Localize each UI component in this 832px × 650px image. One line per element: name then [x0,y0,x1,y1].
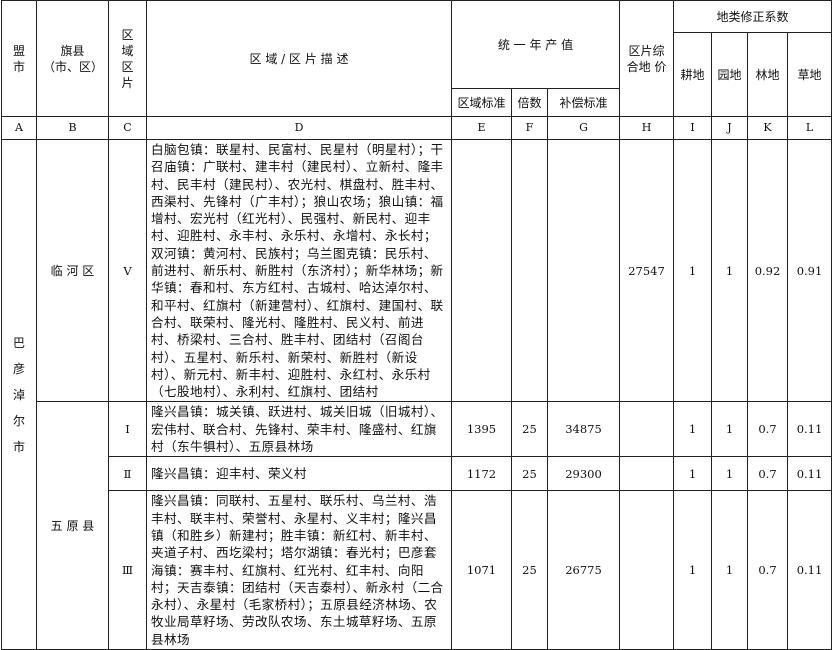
header-forest: 林地 [747,32,788,117]
description-cell: 隆兴昌镇：同联村、五星村、联乐村、乌兰村、浩丰村、联丰村、荣誉村、永星村、义丰村… [146,490,452,650]
forest-cell: 0.7 [747,490,788,650]
header-garden: 园地 [711,32,748,117]
column-letter: B [36,116,109,140]
composite-price-cell [619,401,674,458]
column-letter-row: A B C D E F G H I J K L [1,116,832,140]
grass-cell: 0.11 [786,490,832,650]
zone-standard-cell: 1172 [451,456,512,492]
column-letter: A [1,116,37,140]
column-letter: D [146,116,452,140]
header-zone-section: 区域区片 [108,0,147,117]
table-row: Ⅱ 隆兴昌镇：迎丰村、荣义村 1172 25 29300 1 1 0.7 0.1… [2,456,832,492]
column-letter: I [673,116,712,140]
header-multiple: 倍数 [511,88,548,117]
column-letter: C [108,116,147,140]
column-letter: H [619,116,674,140]
table-row: 巴彦淖尔市 临 河 区 V 白脑包镇：联星村、民富村、民星村（明星村）；干召庙镇… [1,138,832,650]
county-cell: 临 河 区 [36,138,109,403]
header-description: 区 域 / 区 片 描 述 [146,0,452,117]
header-arable: 耕地 [673,32,712,117]
county-cell: 五 原 县 [36,401,109,650]
column-letter: E [451,116,512,140]
header-grass: 草地 [786,32,832,117]
arable-cell: 1 [673,138,712,403]
description-cell: 隆兴昌镇：迎丰村、荣义村 [146,456,452,492]
zone-cell: Ⅱ [108,456,147,492]
column-letter: K [747,116,788,140]
forest-cell: 0.92 [747,138,788,403]
arable-cell: 1 [673,456,712,492]
zone-cell: Ⅲ [108,490,147,650]
column-letter: J [711,116,748,140]
header-league-city: 盟市 [1,0,37,117]
garden-cell: 1 [711,138,748,403]
compensation-cell: 26775 [547,490,620,650]
grass-cell: 0.11 [786,401,832,458]
zone-cell: V [108,138,147,403]
zone-standard-cell: 1395 [451,401,512,458]
forest-cell: 0.7 [747,401,788,458]
compensation-cell: 29300 [547,456,620,492]
grass-cell: 0.11 [786,456,832,492]
garden-cell: 1 [711,490,748,650]
multiple-cell: 25 [511,401,548,458]
header-compensation-standard: 补偿标准 [547,88,620,117]
column-letter: L [786,116,832,140]
zone-standard-cell [451,138,512,403]
grass-cell: 0.91 [786,138,832,403]
column-letter: F [511,116,548,140]
arable-cell: 1 [673,401,712,458]
table-row: 五 原 县 Ⅰ 隆兴昌镇：城关镇、跃进村、城关旧城（旧城村）、宏伟村、联合村、先… [2,401,832,650]
garden-cell: 1 [711,401,748,458]
column-letter: G [547,116,620,140]
header-banner-county: 旗县（市、区） [36,0,109,117]
header-zone-standard: 区域标准 [451,88,512,117]
description-cell: 隆兴昌镇：城关镇、跃进村、城关旧城（旧城村）、宏伟村、联合村、先锋村、荣丰村、隆… [146,401,452,458]
table-row: Ⅲ 隆兴昌镇：同联村、五星村、联乐村、乌兰村、浩丰村、联丰村、荣誉村、永星村、义… [2,490,832,650]
header-composite-price: 区片综合地 价 [619,0,674,117]
garden-cell: 1 [711,456,748,492]
league-city-cell: 巴彦淖尔市 [1,138,37,650]
header-annual-output: 统 一 年 产 值 [451,0,620,89]
zone-cell: Ⅰ [108,401,147,458]
composite-price-cell: 27547 [619,138,674,403]
forest-cell: 0.7 [747,456,788,492]
zone-standard-cell: 1071 [451,490,512,650]
multiple-cell: 25 [511,456,548,492]
compensation-cell: 34875 [547,401,620,458]
compensation-cell [547,138,620,403]
header-correction-coefficients: 地类修正系数 [672,0,832,33]
composite-price-cell [619,456,674,492]
composite-price-cell [619,490,674,650]
multiple-cell: 25 [511,490,548,650]
multiple-cell [511,138,548,403]
description-cell: 白脑包镇：联星村、民富村、民星村（明星村）；干召庙镇：广联村、建丰村（建民村）、… [146,138,452,403]
arable-cell: 1 [673,490,712,650]
